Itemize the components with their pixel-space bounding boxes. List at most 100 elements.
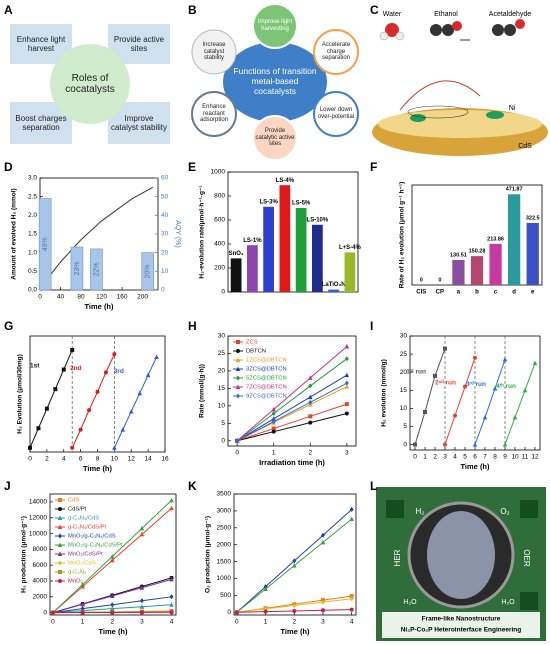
y-tick-label: 2.0 [28,212,37,219]
y2-axis-label: AQY (%) [174,220,181,248]
panel-letter: I [370,319,373,333]
x-tick-label: 9 [503,454,507,461]
marker [169,594,174,600]
circle [313,91,359,137]
marker [236,375,240,381]
electron-path [407,105,469,119]
legend-label: 7ZCS@DBTCN [246,385,287,391]
category-label: LS-10% [307,217,329,223]
x-tick-label: 4 [62,456,66,463]
y-tick-label: 2500 [217,525,232,532]
label: HER [393,549,402,566]
y-tick-label: 2000 [33,594,48,601]
label: H₂O [403,599,417,606]
y-tick-label: 20 [218,368,226,375]
y-axis-label: H₂-evolution rate/μmol·h⁻¹·g⁻¹ [199,185,206,278]
item: Enhance light harvest [16,34,66,53]
x-tick-label: 1 [272,450,276,457]
y-tick-label: 4000 [33,578,48,585]
legend-label: DBTCN [246,349,266,355]
line [414,348,446,445]
y-tick-label: 3.0 [28,175,37,182]
bar [508,194,521,285]
label: Ethanol [434,11,458,18]
circle [191,29,237,75]
category-label: LS-3% [259,199,278,205]
x-tick-label: 2 [308,450,312,457]
molecule [452,21,462,31]
marker [512,414,518,420]
x-axis-label: Time (h) [83,464,113,473]
x-tick-label: 4 [350,619,354,626]
marker [235,357,241,362]
molecule [504,24,516,36]
marker [344,343,350,349]
value-label: 150.28 [469,249,486,255]
marker [308,414,313,419]
marker [110,610,115,615]
marker [57,515,63,520]
marker [453,413,457,418]
x-axis-label: Time (h) [460,462,490,471]
marker [109,593,115,599]
inset [520,500,538,518]
bar [263,206,274,292]
line [39,186,154,291]
label: H₂O [501,599,515,606]
marker [443,346,447,351]
marker [109,606,115,611]
y-axis-label: O₂ production (μmol·g⁻¹) [205,516,212,593]
item: Lower down over-potential [317,107,355,120]
y-tick-label: 0 [43,609,47,616]
line [113,356,158,449]
marker [344,402,349,407]
line [474,359,506,445]
circle [252,115,298,161]
category-label: LS-1% [243,238,262,244]
item: Increase catalyst stability [202,41,226,62]
series-label: 2nd [70,365,82,372]
legend-label: CdS/Pt [68,507,87,513]
line [236,358,348,442]
marker [271,429,276,434]
x-tick-label: 0 [51,619,55,626]
category-label: L+S-4% [339,245,362,251]
marker [80,601,85,607]
marker [139,610,144,615]
marker [307,375,313,380]
series-label: 1st [30,362,40,369]
marker [473,355,477,360]
marker [344,372,350,378]
marker [235,366,241,371]
marker [145,372,151,378]
marker [112,352,117,357]
marker [482,414,488,420]
marker [443,442,447,447]
marker [137,390,142,396]
marker [70,347,75,352]
marker [463,384,467,389]
x-tick-label: 40 [57,294,65,301]
marker [344,384,350,389]
y-tick-label: 2.5 [28,193,37,200]
bar [38,198,52,291]
y-tick-label: 15 [218,385,226,392]
x-axis-label: Time (h) [84,302,114,311]
molecule [430,24,442,36]
marker [472,442,478,447]
panel-letter: B [188,3,197,17]
panel-letter: D [4,160,13,174]
legend-label: g-C₃N₄/CdS [68,516,99,522]
category-label: LS-5% [292,201,311,207]
bar [526,222,539,285]
y-tick-label: 10 [218,403,226,410]
x-tick-label: 80 [77,294,85,301]
marker [236,340,240,344]
marker [154,354,159,359]
legend-label: ZCS [246,340,258,346]
bar [70,246,84,291]
x-tick-label: 5 [463,454,467,461]
value-label: 49% [42,237,49,251]
plot-frame [227,171,359,293]
y-tick-label: 30 [400,333,408,340]
